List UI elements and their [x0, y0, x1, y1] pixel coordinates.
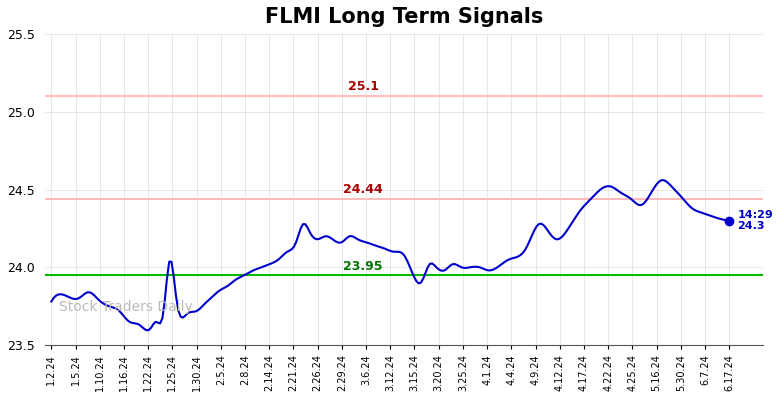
Text: 23.95: 23.95 — [343, 260, 383, 273]
Title: FLMI Long Term Signals: FLMI Long Term Signals — [265, 7, 543, 27]
Text: Stock Traders Daily: Stock Traders Daily — [59, 300, 193, 314]
Text: 14:29
24.3: 14:29 24.3 — [737, 210, 773, 232]
Text: 24.44: 24.44 — [343, 183, 383, 196]
Text: 25.1: 25.1 — [347, 80, 379, 93]
